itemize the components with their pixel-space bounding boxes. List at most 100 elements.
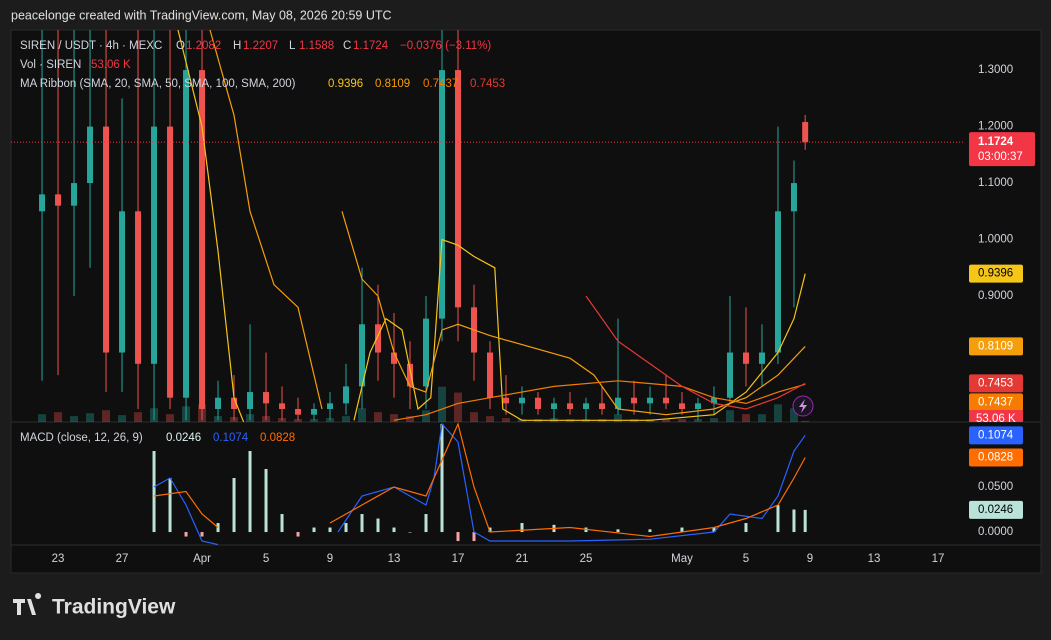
ma-value: 0.9396	[328, 78, 363, 90]
macd-badge	[969, 426, 1023, 445]
histogram-bar	[440, 423, 444, 533]
histogram-bar	[488, 527, 492, 533]
volume-bar	[438, 386, 447, 422]
ma-badge	[969, 374, 1023, 393]
candle-body	[199, 70, 206, 410]
x-tick-label: 9	[807, 553, 813, 565]
histogram-bar	[200, 532, 204, 537]
y-tick-label: 0.0500	[978, 481, 1013, 493]
candle-body	[439, 70, 446, 319]
volume-badge-value: 53.06 K	[976, 413, 1016, 425]
logo-mark	[13, 593, 42, 615]
y-tick-label: 0.0000	[978, 526, 1013, 538]
volume-bar	[294, 419, 303, 422]
x-tick-label: 17	[932, 553, 945, 565]
signal-value: 0.0828	[260, 432, 295, 444]
candle-body	[87, 126, 94, 184]
candle-body	[279, 403, 286, 410]
histogram-bar	[216, 523, 220, 533]
x-tick-label: 27	[116, 553, 129, 565]
last-price-badge	[969, 132, 1035, 167]
x-tick-label: 5	[743, 553, 749, 565]
histogram-bar	[392, 527, 396, 533]
macd-legend: MACD (close, 12, 26, 9)	[20, 432, 143, 444]
macd-value: 0.1074	[213, 432, 249, 444]
volume-bar	[709, 418, 718, 422]
histogram-bar	[776, 505, 780, 533]
histogram-bar	[184, 532, 188, 537]
ma-badge-value: 0.8109	[978, 340, 1013, 352]
volume-bar	[358, 408, 367, 422]
histogram-bar	[744, 523, 748, 533]
volume-bar	[613, 414, 622, 422]
ma-badge	[969, 393, 1023, 412]
candle-body	[359, 324, 366, 387]
volume-bar	[485, 416, 494, 422]
y-tick-label: 1.1000	[978, 177, 1013, 189]
histogram-bar	[408, 532, 412, 533]
candle-body	[710, 397, 717, 404]
macd-badge-value: 0.0246	[978, 504, 1013, 516]
last-price: 1.1724	[978, 136, 1014, 148]
histogram-bar	[360, 514, 364, 533]
volume-bar	[801, 420, 810, 422]
price-badges: 1.1724 03:00:37 0.9396 0.8109 0.7453 0.7437 53…	[969, 132, 1035, 425]
x-tick-label: 23	[52, 553, 65, 565]
x-tick-label: 13	[868, 553, 881, 565]
histogram-bar	[472, 532, 476, 542]
candle-body	[534, 397, 541, 410]
volume-bar	[725, 410, 734, 422]
series-line	[393, 380, 806, 421]
histogram-bar	[296, 532, 300, 537]
y-tick-label: 1.2000	[978, 121, 1013, 133]
macd-hist-value: 0.0246	[166, 432, 201, 444]
x-tick-label: Apr	[193, 553, 211, 565]
volume-bar	[773, 404, 782, 422]
ohlc-letter: H	[233, 40, 241, 52]
candle-body	[103, 126, 110, 353]
volume-bar	[342, 416, 351, 422]
macd-pane	[152, 422, 807, 545]
candle-body	[646, 397, 653, 404]
x-tick-label: 9	[327, 553, 333, 565]
candle-body	[790, 183, 797, 212]
histogram-bar	[232, 478, 236, 533]
candle-body	[407, 363, 414, 387]
symbol: SIREN / USDT · 4h · MEXC	[20, 40, 162, 52]
volume-bar	[374, 412, 383, 422]
candle-body	[183, 70, 190, 398]
ma-badge-value: 0.7453	[978, 377, 1013, 389]
candle-body	[582, 403, 589, 410]
candle-body	[758, 352, 765, 364]
histogram-bar	[424, 514, 428, 533]
candle-body	[71, 183, 78, 206]
volume-value: 53.06 K	[91, 59, 131, 71]
histogram-bar	[376, 518, 380, 533]
y-tick-label: 1.3000	[978, 64, 1013, 76]
histogram-bar	[312, 527, 316, 533]
candle-body	[455, 70, 462, 308]
ohlc-letter: O	[176, 40, 185, 52]
macd-badge-value: 0.1074	[978, 429, 1014, 441]
candle-body	[742, 352, 749, 364]
volume-bar	[38, 414, 47, 422]
logo: TradingView	[13, 593, 176, 619]
y-tick-label: 0.9000	[978, 290, 1013, 302]
volume-bar	[406, 416, 415, 422]
histogram-bar	[248, 450, 252, 533]
candle-body	[247, 392, 254, 410]
ohlc-value: 1.1588	[299, 40, 334, 52]
histogram-bar	[803, 509, 807, 533]
candle-body	[215, 397, 222, 410]
ma-badge	[969, 337, 1023, 356]
volume-bar	[422, 410, 431, 422]
candle-body	[295, 409, 302, 415]
candle-body	[343, 386, 350, 404]
histogram-bar	[520, 523, 524, 533]
ma-value: 0.7437	[423, 78, 458, 90]
candle-body	[327, 403, 334, 410]
ma-badge-value: 0.7437	[978, 396, 1013, 408]
brand: TradingView	[52, 596, 176, 619]
volume-bar	[118, 415, 127, 422]
volume-bar	[789, 408, 798, 422]
